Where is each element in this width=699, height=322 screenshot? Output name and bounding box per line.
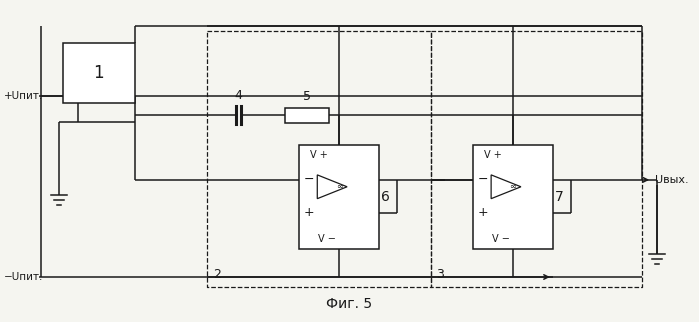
Text: −: − [478,173,489,186]
Text: ∞: ∞ [510,182,517,191]
Bar [299,145,379,249]
Text: V +: V + [310,150,328,160]
Text: +Uпит.: +Uпит. [4,90,43,100]
Bar [63,43,134,102]
Text: −Uпит.: −Uпит. [4,272,44,282]
Text: 6: 6 [382,190,390,204]
Text: Фиг. 5: Фиг. 5 [326,297,372,311]
Text: 7: 7 [555,190,564,204]
Text: +: + [478,206,489,219]
Bar [284,109,329,123]
Text: 3: 3 [436,268,445,281]
Text: Uвых.: Uвых. [655,175,689,185]
Text: V −: V − [318,234,336,244]
Text: 2: 2 [213,268,221,281]
Bar [473,145,553,249]
Text: 1: 1 [94,64,104,82]
Text: 4: 4 [234,89,242,102]
Text: V +: V + [484,150,502,160]
Text: −: − [304,173,315,186]
Text: V −: V − [492,234,510,244]
Text: 5: 5 [303,90,311,103]
Text: +: + [304,206,315,219]
Text: ∞: ∞ [336,182,343,191]
